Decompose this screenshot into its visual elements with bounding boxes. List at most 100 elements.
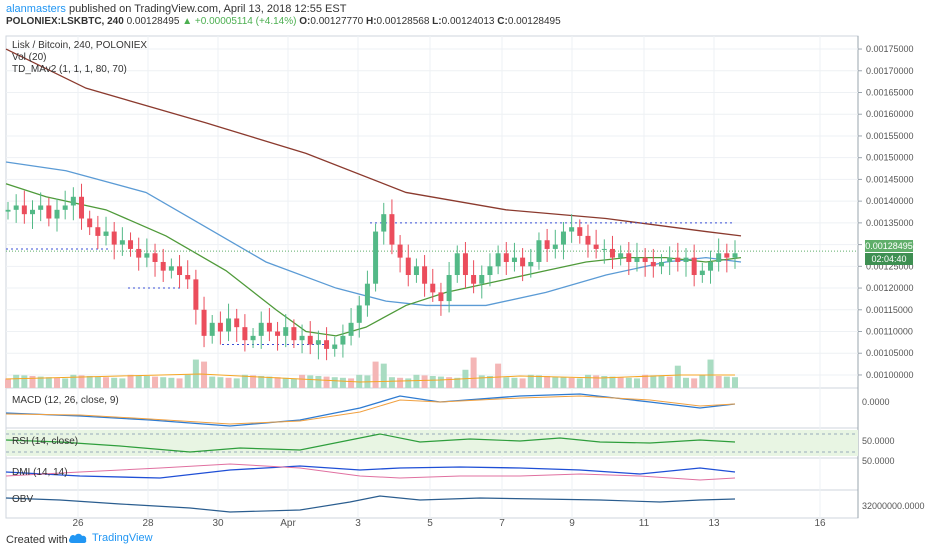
rsi-line <box>5 433 736 453</box>
candle-body <box>95 227 101 236</box>
author-link[interactable]: alanmasters <box>6 3 66 15</box>
macd-line <box>5 393 736 427</box>
volume-bar <box>250 375 257 388</box>
current-price-tag: 0.00128495 <box>865 240 913 252</box>
volume-bar <box>21 375 28 388</box>
price-axis: 0.00175000 0.00170000 0.00165000 0.00160000… <box>858 44 925 511</box>
volume-bar <box>625 377 632 388</box>
price-tick-label: 0.00155000 <box>866 131 914 141</box>
volume-bar <box>119 378 126 388</box>
volume-bar <box>437 376 444 388</box>
candle-body <box>324 340 330 349</box>
volume-bar <box>29 376 36 388</box>
volume-bar <box>429 376 436 388</box>
time-label: 9 <box>569 518 575 529</box>
candle-body <box>209 322 215 336</box>
tradingview-cloud-icon <box>68 533 87 543</box>
volume-bars <box>5 357 738 388</box>
volume-bar <box>421 375 428 388</box>
candle-body <box>283 327 289 336</box>
volume-bar <box>405 378 412 388</box>
volume-bar <box>45 377 52 388</box>
candle-body <box>618 253 624 258</box>
legend-obv: OBV <box>12 494 33 505</box>
candle-body <box>119 240 125 245</box>
price-tick-label: 0.00100000 <box>866 370 914 380</box>
candle-body <box>201 309 207 336</box>
indicator-panes <box>5 393 858 513</box>
grid-lines <box>6 36 858 518</box>
candle-body <box>438 292 444 302</box>
low-label: L: <box>432 16 442 27</box>
obv-line <box>5 495 736 513</box>
volume-bar <box>111 377 118 388</box>
moving-averages <box>5 48 742 337</box>
high-value: 0.00128568 <box>376 16 430 27</box>
volume-bar <box>62 378 69 388</box>
price-tick-label: 0.00115000 <box>866 305 913 315</box>
candle-body <box>348 322 354 336</box>
volume-bar <box>78 375 85 388</box>
candle-body <box>21 205 27 215</box>
volume-bar <box>576 378 583 388</box>
candle-body <box>87 218 93 228</box>
candle-body <box>471 275 477 284</box>
volume-bar <box>495 363 502 388</box>
volume-bar <box>331 377 338 388</box>
candle-body <box>373 231 379 284</box>
volume-bar <box>372 361 379 388</box>
candle-body <box>160 261 166 271</box>
volume-bar <box>241 374 248 388</box>
candle-body <box>70 196 76 206</box>
candle-body <box>79 196 85 219</box>
chart-area[interactable]: 0.00175000 0.00170000 0.00165000 0.00160000… <box>0 30 932 530</box>
candle-body <box>389 214 395 245</box>
volume-bar <box>266 376 273 388</box>
candle-body <box>275 331 281 336</box>
candle-body <box>732 253 738 258</box>
volume-bar <box>397 377 404 388</box>
volume-bar <box>274 377 281 388</box>
tradingview-brand: TradingView <box>92 532 153 544</box>
dmi-plus-line <box>5 465 736 479</box>
volume-bar <box>568 377 575 388</box>
price-tick-label: 0.00175000 <box>866 44 914 54</box>
volume-bar <box>527 374 534 388</box>
candle-body <box>528 261 534 267</box>
chart-header: alanmasters published on TradingView.com… <box>0 0 932 30</box>
candle-body <box>495 253 501 267</box>
candle-body <box>5 209 11 212</box>
time-label: Apr <box>280 518 296 529</box>
candle-body <box>716 253 722 262</box>
countdown-tag: 02:04:40 <box>865 253 913 265</box>
candle-body <box>520 257 526 267</box>
candle-body <box>503 253 509 262</box>
rsi-tick-label: 50.0000 <box>862 436 895 446</box>
volume-bar <box>699 374 706 388</box>
volume-bar <box>176 378 183 388</box>
volume-bar <box>454 377 461 388</box>
volume-bar <box>143 376 150 388</box>
candle-body <box>38 205 44 210</box>
candle-body <box>454 253 460 276</box>
candle-body <box>266 322 272 332</box>
volume-bar <box>519 378 526 388</box>
chart-svg[interactable]: 0.00175000 0.00170000 0.00165000 0.00160000… <box>0 30 932 530</box>
candle-body <box>536 240 542 262</box>
volume-bar <box>233 378 240 388</box>
volume-bar <box>94 376 101 388</box>
candle-body <box>699 270 705 276</box>
tradingview-logo[interactable]: TradingView <box>68 532 153 544</box>
volume-bar <box>201 361 208 388</box>
candle-body <box>430 283 436 293</box>
ohlc-line: POLONIEX:LSKBTC, 240 0.00128495 ▲ +0.000… <box>6 16 561 27</box>
candle-body <box>691 257 697 276</box>
volume-bar <box>658 376 665 388</box>
candle-body <box>422 266 428 284</box>
legend-rsi: RSI (14, close) <box>12 436 78 447</box>
candle-body <box>185 275 191 280</box>
volume-bar <box>560 377 567 388</box>
volume-bar <box>478 375 485 388</box>
candle-body <box>291 327 297 341</box>
